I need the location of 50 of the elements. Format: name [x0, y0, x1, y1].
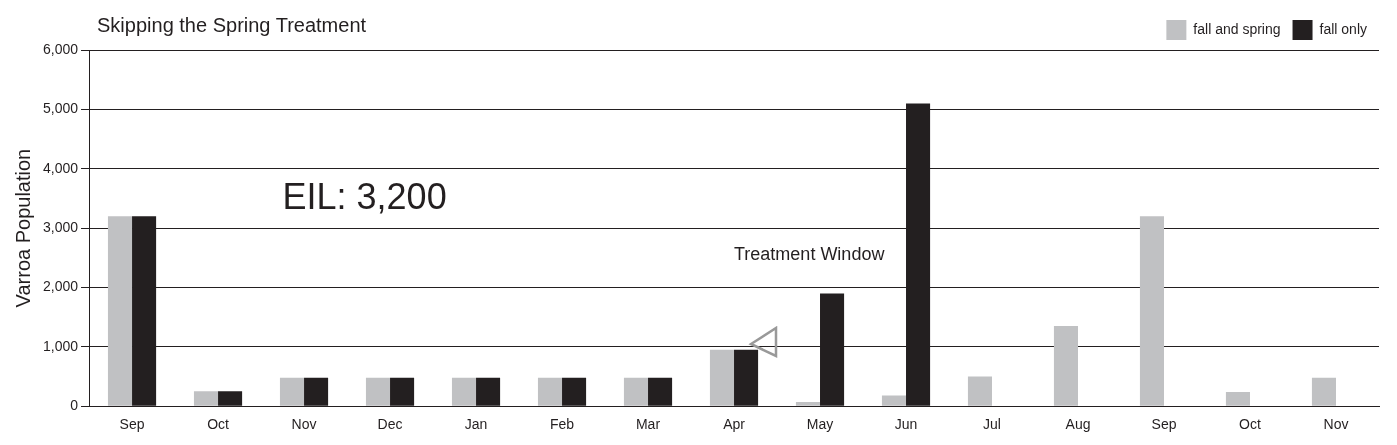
bar [881, 395, 907, 406]
bar [107, 216, 133, 406]
x-tick-label: Oct [207, 416, 230, 433]
x-tick-label: Oct [1239, 416, 1261, 433]
x-tick-label: May [806, 416, 834, 433]
x-tick-label: Sep [1151, 416, 1177, 433]
bar [562, 377, 587, 406]
x-tick-label: Apr [723, 416, 746, 433]
bar [218, 391, 243, 406]
bar [390, 377, 415, 406]
y-tick-label: 6,000 [42, 40, 79, 57]
x-tick-label: Mar [635, 416, 661, 433]
y-axis-title: Varroa Population [11, 148, 34, 308]
bar [795, 402, 821, 406]
y-tick-label: 1,000 [42, 337, 79, 354]
x-tick-label: Jan [464, 416, 488, 433]
annotation: Treatment Window [734, 243, 886, 264]
bar [476, 377, 501, 406]
x-tick-label: Aug [1065, 416, 1091, 433]
x-tick-label: Sep [119, 416, 145, 433]
bar [1225, 391, 1250, 406]
y-tick-label: 4,000 [42, 159, 79, 176]
y-tick-label: 2,000 [42, 278, 79, 295]
y-tick-label: 3,000 [42, 218, 79, 235]
y-tick-label: 5,000 [42, 100, 79, 117]
legend-label: fall and spring [1193, 20, 1281, 37]
bar [623, 377, 649, 406]
x-tick-label: Nov [291, 416, 317, 433]
bar [193, 391, 219, 406]
x-tick-label: Feb [549, 416, 575, 433]
legend-label: fall only [1319, 20, 1367, 37]
bar [365, 377, 391, 406]
x-tick-label: Jul [983, 416, 1001, 433]
bar [537, 377, 563, 406]
chart-title: Skipping the Spring Treatment [97, 13, 367, 36]
bar [304, 377, 329, 406]
y-tick-label: 0 [70, 397, 79, 414]
bar [1053, 326, 1079, 406]
bar [1311, 377, 1336, 406]
bar [648, 377, 673, 406]
bar [451, 377, 477, 406]
bar [709, 349, 735, 406]
x-tick-label: Jun [894, 416, 918, 433]
annotation: EIL: 3,200 [282, 176, 447, 218]
bar [967, 376, 993, 406]
bar [279, 377, 305, 406]
x-tick-label: Dec [377, 416, 403, 433]
bar [734, 349, 759, 406]
bar [1139, 216, 1165, 406]
x-tick-label: Nov [1323, 416, 1349, 433]
